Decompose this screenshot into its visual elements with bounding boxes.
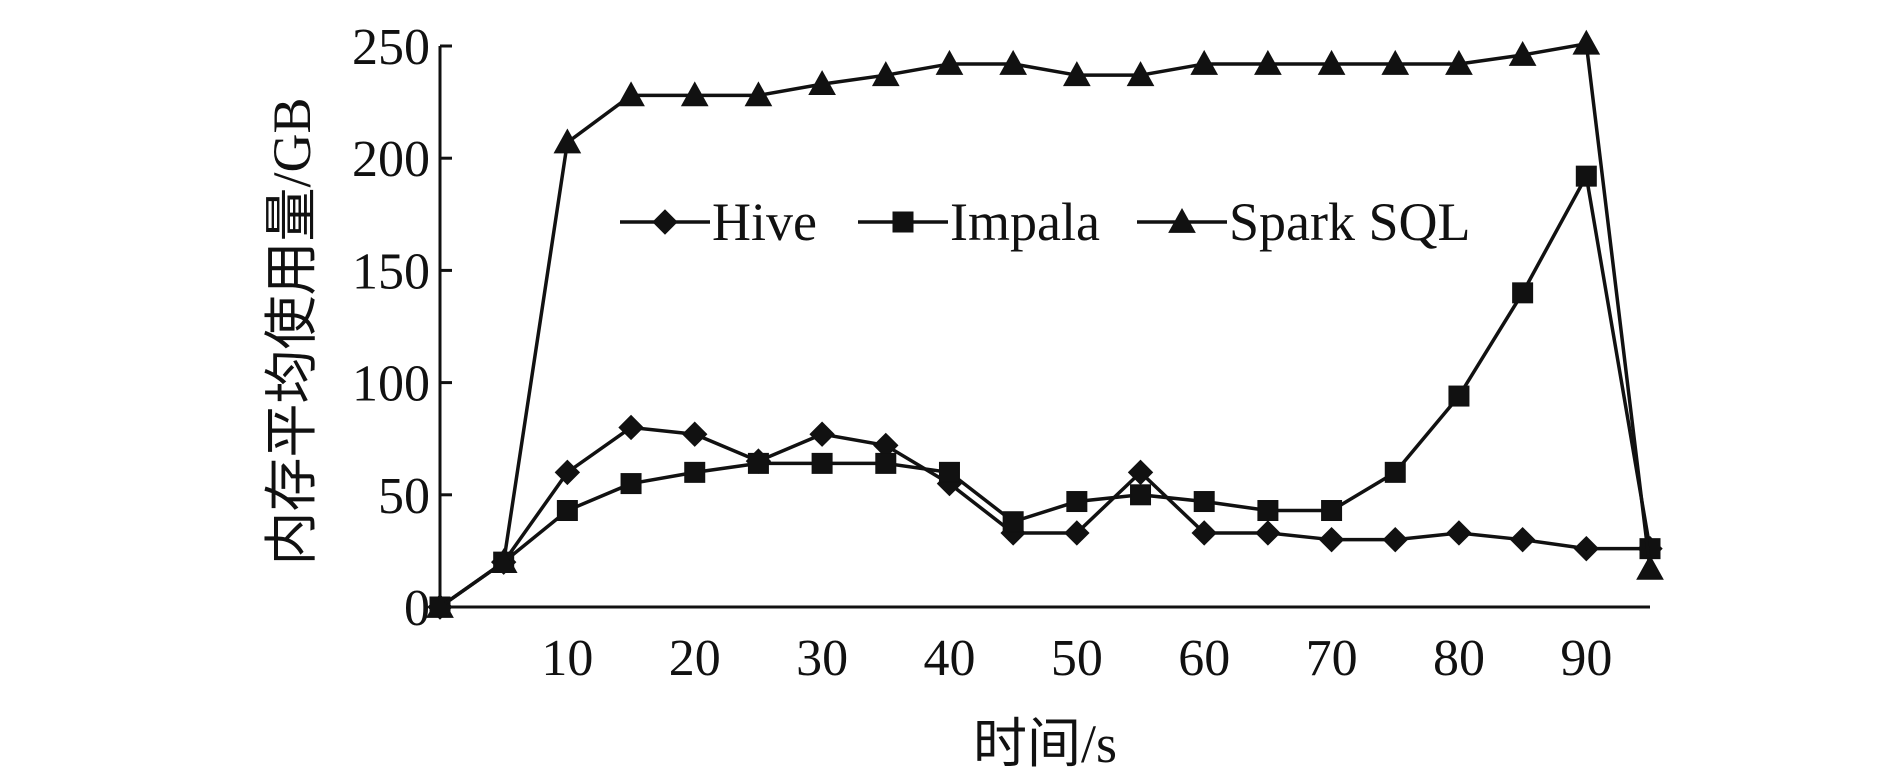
- data-point: [617, 81, 645, 107]
- data-point: [1573, 535, 1600, 562]
- data-point: [682, 421, 708, 447]
- data-point: [1445, 49, 1473, 75]
- x-tick-label: 80: [1433, 630, 1485, 687]
- data-point: [1508, 40, 1537, 66]
- legend-label: Spark SQL: [1229, 192, 1471, 252]
- data-point: [620, 473, 642, 495]
- data-point: [1317, 49, 1346, 75]
- data-point: [1066, 491, 1088, 513]
- data-point: [1512, 282, 1534, 304]
- data-point: [1255, 520, 1281, 546]
- x-tick-label: 20: [669, 630, 721, 687]
- y-axis-ticks: 0 50 100 150 200 250: [352, 19, 452, 637]
- data-point: [1002, 511, 1024, 533]
- x-tick-label: 70: [1306, 630, 1358, 687]
- legend-item: Impala: [858, 192, 1100, 252]
- data-point: [556, 500, 578, 522]
- y-axis-title: 内存平均使用量/GB: [262, 97, 322, 565]
- data-point: [1318, 526, 1345, 553]
- series-line: [438, 425, 1650, 609]
- y-tick-label: 0: [404, 580, 430, 637]
- data-point: [1636, 554, 1664, 580]
- data-point: [935, 49, 964, 75]
- data-point: [1575, 165, 1597, 187]
- data-point: [744, 81, 773, 107]
- data-point: [938, 461, 960, 483]
- legend-marker: [1168, 207, 1196, 233]
- data-point: [1062, 61, 1091, 87]
- x-axis-ticks: 10 20 30 40 50 60 70 80 90: [541, 630, 1612, 687]
- y-tick-label: 50: [378, 468, 430, 525]
- x-axis-title: 时间/s: [973, 714, 1117, 774]
- data-point: [999, 49, 1028, 75]
- data-point: [1193, 491, 1215, 513]
- series-line: [438, 41, 1652, 609]
- x-tick-label: 40: [923, 630, 975, 687]
- data-point: [1384, 461, 1406, 483]
- data-point: [1446, 520, 1472, 546]
- data-point: [1381, 49, 1410, 75]
- legend-marker: [652, 209, 678, 235]
- data-point: [747, 452, 769, 474]
- x-tick-label: 30: [796, 630, 848, 687]
- data-point: [1321, 500, 1343, 522]
- legend-label: Hive: [712, 192, 817, 252]
- axes: [438, 46, 1650, 609]
- data-point: [1064, 520, 1090, 546]
- data-point: [1130, 484, 1152, 506]
- y-tick-label: 150: [352, 243, 430, 300]
- data-point: [618, 414, 644, 441]
- legend: Hive Impala Spark SQL: [620, 192, 1471, 252]
- series-layer: [426, 29, 1664, 620]
- data-point: [1382, 526, 1408, 553]
- x-tick-label: 10: [541, 630, 593, 687]
- data-point: [1509, 526, 1536, 553]
- data-point: [809, 421, 835, 447]
- legend-label: Impala: [950, 192, 1100, 252]
- legend-item: Hive: [620, 192, 817, 252]
- data-point: [684, 461, 706, 483]
- data-point: [554, 459, 581, 486]
- data-point: [553, 128, 582, 154]
- data-point: [1448, 385, 1470, 407]
- series-hive: [427, 414, 1663, 620]
- y-tick-label: 100: [352, 356, 430, 413]
- data-point: [680, 81, 709, 107]
- series-spark-sql: [426, 29, 1664, 618]
- data-point: [1257, 500, 1279, 522]
- data-point: [1191, 520, 1217, 546]
- data-point: [808, 70, 836, 96]
- y-tick-label: 250: [352, 19, 430, 76]
- data-point: [1254, 49, 1282, 75]
- y-tick-label: 200: [352, 131, 430, 188]
- data-point: [811, 452, 833, 474]
- legend-marker: [892, 211, 914, 233]
- x-tick-label: 60: [1178, 630, 1230, 687]
- series-line: [438, 170, 1652, 609]
- data-point: [875, 452, 897, 474]
- x-tick-label: 50: [1051, 630, 1103, 687]
- data-point: [1572, 29, 1601, 55]
- data-point: [871, 61, 900, 87]
- data-point: [1190, 49, 1219, 75]
- data-point: [426, 592, 454, 618]
- x-tick-label: 90: [1560, 630, 1612, 687]
- legend-item: Spark SQL: [1137, 192, 1471, 252]
- data-point: [1126, 61, 1155, 87]
- data-point: [489, 548, 518, 574]
